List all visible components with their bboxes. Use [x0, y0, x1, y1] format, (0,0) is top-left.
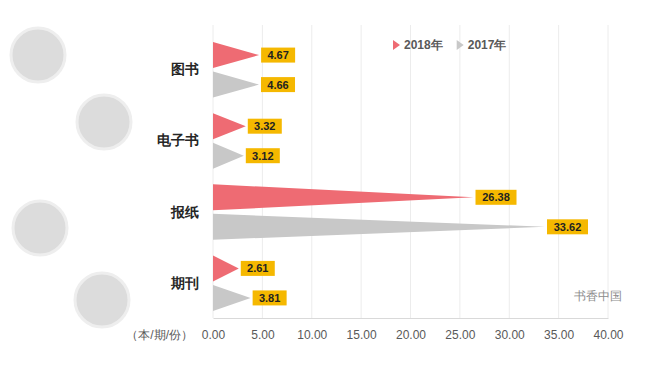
grid	[213, 25, 608, 318]
data-label: 3.32	[254, 120, 275, 132]
data-label: 26.38	[482, 191, 510, 203]
data-label-box	[261, 48, 295, 63]
x-tick-label: 10.00	[297, 328, 327, 342]
x-tick-label: 30.00	[495, 328, 525, 342]
grid-line	[459, 25, 460, 318]
data-label: 4.66	[267, 79, 288, 91]
bar	[213, 214, 545, 240]
bar	[213, 42, 259, 68]
data-label-group: 33.62	[547, 219, 588, 234]
y-tick-label: 图书	[171, 61, 199, 77]
x-tick: 5.00	[251, 318, 275, 342]
legend-label: 2018年	[404, 38, 443, 52]
x-tick-label: 25.00	[445, 328, 475, 342]
x-tick-label: 40.00	[593, 328, 623, 342]
grid-line	[558, 25, 559, 318]
data-label-box	[253, 290, 287, 305]
x-tick: 25.00	[445, 318, 475, 342]
data-label-group: 4.66	[261, 77, 295, 92]
y-axis: 图书电子书报纸期刊	[157, 61, 213, 290]
x-tick-label: 15.00	[347, 328, 377, 342]
data-label-group: 26.38	[476, 190, 517, 205]
bar	[213, 72, 259, 98]
x-tick-label: 5.00	[251, 328, 275, 342]
y-tick-label: 电子书	[157, 132, 199, 148]
x-tick-label: 20.00	[396, 328, 426, 342]
x-tick: 10.00	[297, 318, 327, 342]
bars	[213, 42, 545, 311]
data-label-group: 3.32	[248, 119, 282, 134]
legend-label: 2017年	[468, 38, 507, 52]
data-label-box	[547, 219, 588, 234]
data-label-box	[476, 190, 517, 205]
x-tick: 35.00	[544, 318, 574, 342]
y-tick: 电子书	[157, 132, 213, 148]
data-label-group: 3.12	[246, 148, 280, 163]
x-axis: 0.00 5.00 10.00 15.00 20.00 25.00 30.00 35.00 40…	[202, 318, 624, 342]
legend: 2018年 2017年	[393, 38, 506, 52]
data-label: 2.61	[247, 262, 268, 274]
bar	[213, 143, 244, 169]
x-tick: 30.00	[495, 318, 525, 342]
watermark: 书香中国	[574, 289, 622, 303]
bar	[213, 184, 474, 210]
x-axis-line	[214, 318, 609, 319]
data-label: 3.81	[259, 292, 280, 304]
x-tick: 15.00	[347, 318, 377, 342]
decorations	[11, 28, 131, 327]
x-tick: 0.00	[202, 318, 226, 342]
grid-line	[509, 25, 510, 318]
y-tick: 图书	[171, 61, 213, 77]
y-tick: 期刊	[170, 275, 213, 291]
data-label: 33.62	[554, 221, 582, 233]
photo-circle	[11, 28, 65, 82]
photo-circle	[13, 201, 67, 255]
x-tick-label: 35.00	[544, 328, 574, 342]
data-label-box	[246, 148, 280, 163]
data-label: 4.67	[267, 49, 288, 61]
legend-marker	[393, 40, 400, 50]
data-label-box	[248, 119, 282, 134]
data-label-box	[241, 261, 275, 276]
bar	[213, 255, 239, 281]
y-tick-label: 报纸	[170, 204, 199, 220]
bar	[213, 113, 246, 139]
data-label: 3.12	[252, 150, 273, 162]
bar	[213, 285, 251, 311]
x-tick-label: 0.00	[202, 328, 226, 342]
y-tick: 报纸	[170, 204, 213, 220]
data-label-group: 4.67	[261, 48, 295, 63]
data-label-group: 2.61	[241, 261, 275, 276]
grid-line	[311, 25, 312, 318]
x-tick: 20.00	[396, 318, 426, 342]
y-tick-label: 期刊	[170, 275, 199, 291]
legend-marker	[457, 40, 464, 50]
grid-line	[608, 25, 609, 318]
data-labels: 4.67 3.32 26.38 2.61 4.66 3.12 33.62 3.81	[241, 48, 588, 306]
x-axis-title: （本/期/份）	[126, 328, 193, 342]
grid-line	[361, 25, 362, 318]
x-tick: 40.00	[593, 318, 623, 342]
grid-line	[410, 25, 411, 318]
photo-circle	[77, 95, 131, 149]
data-label-box	[261, 77, 295, 92]
photo-circle	[75, 273, 129, 327]
chart: 4.67 3.32 26.38 2.61 4.66 3.12 33.62 3.81 0.00 5.…	[0, 0, 652, 373]
data-label-group: 3.81	[253, 290, 287, 305]
